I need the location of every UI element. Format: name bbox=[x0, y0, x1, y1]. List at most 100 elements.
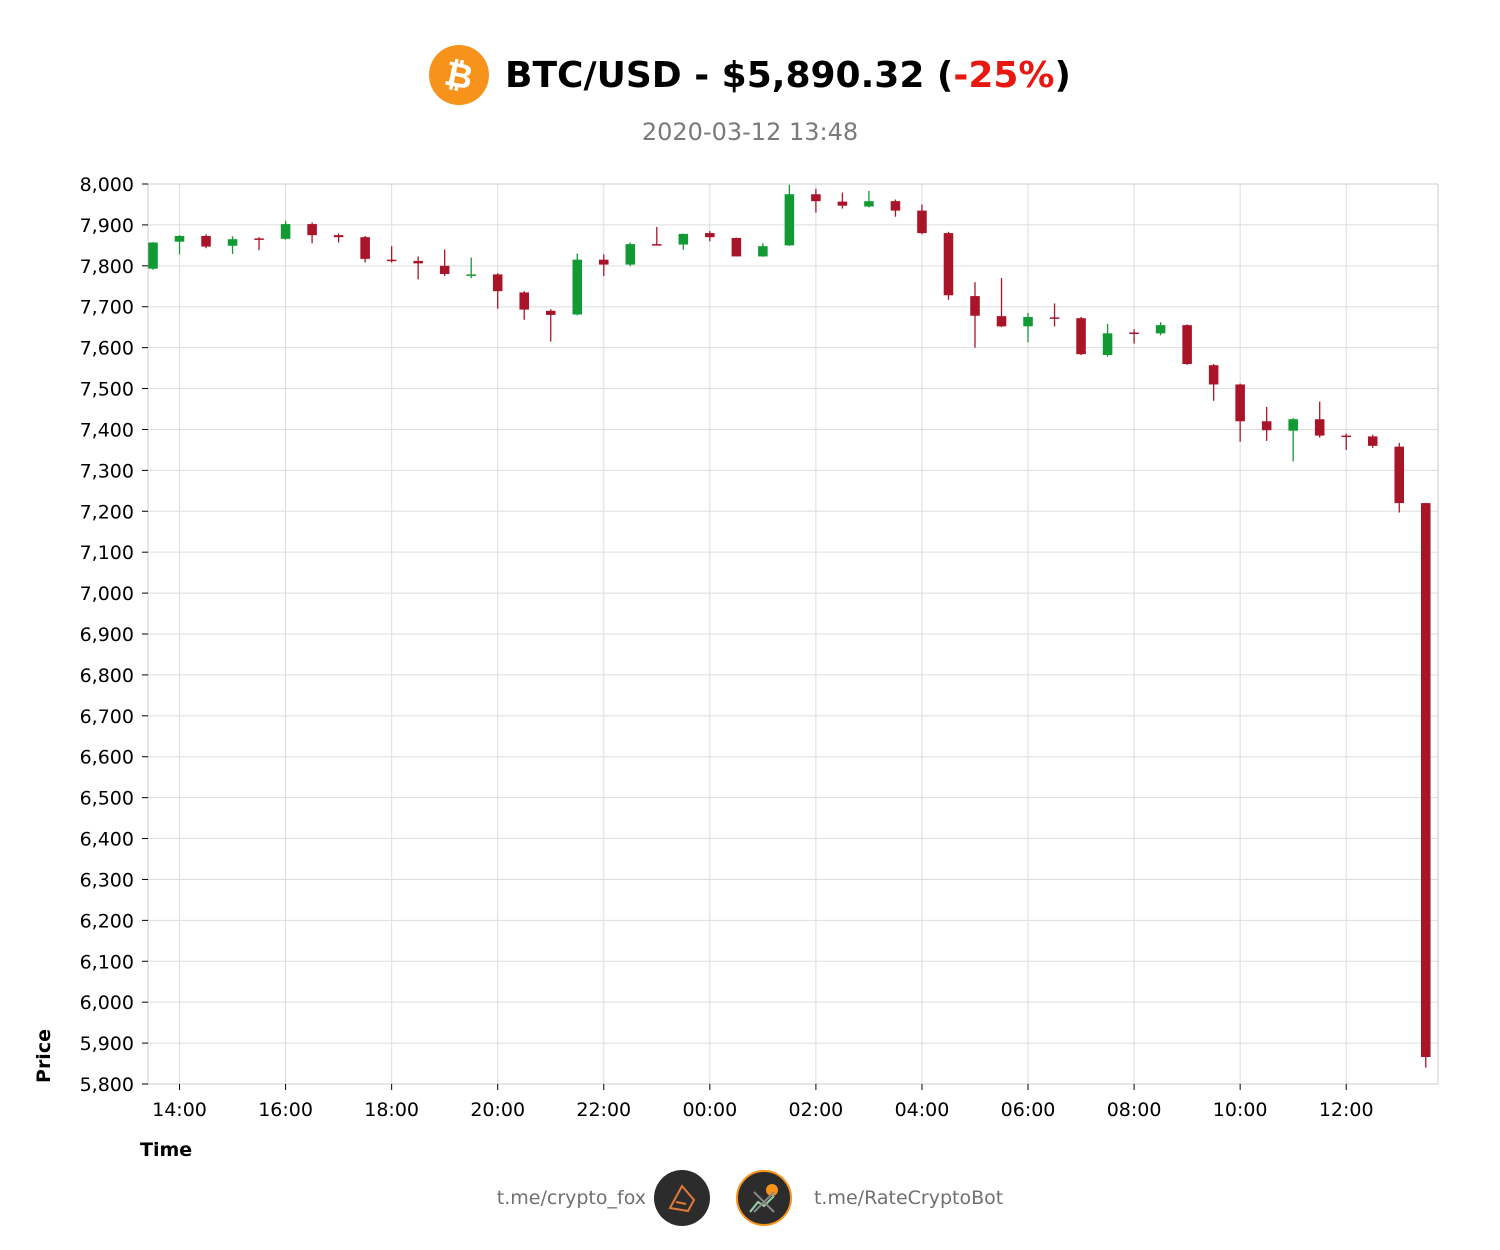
candle bbox=[864, 190, 874, 208]
candle-body bbox=[917, 210, 927, 234]
crypto-fox-link[interactable]: t.me/crypto_fox bbox=[496, 1187, 646, 1209]
candle-body bbox=[1182, 325, 1192, 364]
candle-body bbox=[678, 233, 689, 245]
y-axis-ticks: 8,000 7,900 7,800 7,700 7,600 7,500 7,400 7,300… bbox=[80, 174, 148, 1096]
y-tick-label: 7,000 bbox=[80, 583, 134, 605]
candle bbox=[1367, 434, 1378, 448]
x-tick-label: 06:00 bbox=[1001, 1099, 1056, 1121]
rate-crypto-bot-link[interactable]: t.me/RateCryptoBot bbox=[813, 1187, 1004, 1209]
candle-body bbox=[333, 235, 344, 238]
y-tick-label: 7,900 bbox=[80, 215, 134, 237]
bot-chart-icon[interactable] bbox=[735, 1170, 792, 1226]
candle-body bbox=[1314, 419, 1325, 436]
candle bbox=[280, 220, 291, 240]
x-axis-ticks: 14:00 16:00 18:00 20:00 22:00 00:00 02:00 04:00… bbox=[152, 1084, 1374, 1121]
candle bbox=[678, 233, 689, 250]
candle-body bbox=[492, 274, 503, 292]
candle-body bbox=[1102, 333, 1113, 355]
candle-body bbox=[519, 292, 529, 310]
bitcoin-icon: ₿ bbox=[429, 45, 490, 105]
candle-body bbox=[1367, 436, 1378, 446]
candle-body bbox=[1394, 446, 1405, 504]
candle bbox=[837, 192, 848, 209]
y-tick-label: 6,500 bbox=[80, 788, 134, 810]
candle bbox=[1314, 401, 1325, 438]
candle bbox=[439, 249, 450, 277]
y-tick-label: 7,800 bbox=[80, 256, 134, 278]
y-tick-label: 6,200 bbox=[80, 910, 134, 932]
pair-label: BTC/USD bbox=[505, 54, 682, 96]
candle bbox=[890, 199, 901, 217]
x-tick-label: 20:00 bbox=[470, 1099, 525, 1121]
candle bbox=[492, 273, 503, 309]
y-tick-label: 7,700 bbox=[80, 297, 134, 319]
candle bbox=[148, 242, 158, 270]
candle bbox=[360, 235, 370, 263]
candle-body bbox=[1420, 503, 1431, 1057]
y-tick-label: 6,900 bbox=[80, 624, 134, 646]
y-tick-label: 7,600 bbox=[80, 338, 134, 360]
current-price: $5,890.32 bbox=[721, 54, 925, 96]
candle-body bbox=[784, 194, 795, 246]
candle-body bbox=[970, 296, 980, 316]
candle bbox=[705, 231, 715, 242]
title-separator: - bbox=[681, 54, 722, 96]
candle bbox=[545, 309, 556, 342]
candle-body bbox=[572, 259, 583, 315]
candle bbox=[519, 291, 529, 320]
candle-body bbox=[254, 238, 264, 240]
candle bbox=[1261, 406, 1272, 441]
candle bbox=[227, 236, 238, 254]
open-paren: ( bbox=[924, 54, 954, 96]
candle-body bbox=[545, 310, 556, 315]
candle bbox=[572, 253, 583, 316]
candle-body bbox=[439, 265, 450, 274]
candle bbox=[625, 242, 636, 267]
candle bbox=[917, 204, 927, 235]
candle bbox=[174, 235, 185, 255]
y-tick-label: 7,200 bbox=[80, 501, 134, 523]
y-tick-label: 6,000 bbox=[80, 992, 134, 1014]
candle bbox=[943, 231, 954, 300]
candle-body bbox=[148, 242, 158, 269]
x-tick-label: 16:00 bbox=[258, 1099, 313, 1121]
candle bbox=[201, 234, 211, 249]
x-tick-label: 10:00 bbox=[1213, 1099, 1268, 1121]
x-tick-label: 00:00 bbox=[682, 1099, 737, 1121]
candle bbox=[731, 237, 742, 257]
y-tick-label: 6,600 bbox=[80, 747, 134, 769]
candle bbox=[784, 184, 795, 246]
candlestick-chart: 8,000 7,900 7,800 7,700 7,600 7,500 7,400 7,300… bbox=[33, 174, 1439, 1161]
candle bbox=[811, 188, 821, 213]
candle-body bbox=[705, 233, 715, 238]
y-tick-label: 6,400 bbox=[80, 829, 134, 851]
candle bbox=[996, 278, 1007, 328]
y-tick-label: 7,100 bbox=[80, 542, 134, 564]
y-tick-label: 7,500 bbox=[80, 379, 134, 401]
chart-grid bbox=[148, 183, 1438, 1085]
candle-body bbox=[731, 238, 742, 257]
candle-body bbox=[413, 260, 423, 264]
candle-body bbox=[811, 194, 821, 202]
candle bbox=[466, 257, 476, 279]
candle-body bbox=[201, 235, 211, 247]
chart-header: ₿ BTC/USD - $5,890.32 (-25%) bbox=[0, 40, 1500, 110]
x-tick-label: 08:00 bbox=[1107, 1099, 1162, 1121]
candle bbox=[1076, 316, 1086, 355]
candle-body bbox=[1235, 384, 1245, 422]
candle-body bbox=[174, 235, 185, 242]
close-paren: ) bbox=[1054, 54, 1071, 96]
y-tick-label: 8,000 bbox=[80, 174, 134, 196]
price-change: -25% bbox=[953, 54, 1055, 96]
fox-icon[interactable] bbox=[653, 1170, 710, 1226]
candle bbox=[1420, 503, 1431, 1068]
candle-body bbox=[943, 233, 954, 296]
candle-body bbox=[466, 274, 476, 276]
y-tick-label: 7,400 bbox=[80, 419, 134, 441]
candle-body bbox=[1049, 317, 1060, 319]
candle bbox=[386, 246, 397, 263]
candle-body bbox=[996, 316, 1007, 327]
candle-body bbox=[386, 259, 397, 262]
y-tick-label: 7,300 bbox=[80, 460, 134, 482]
candle bbox=[1208, 364, 1219, 401]
